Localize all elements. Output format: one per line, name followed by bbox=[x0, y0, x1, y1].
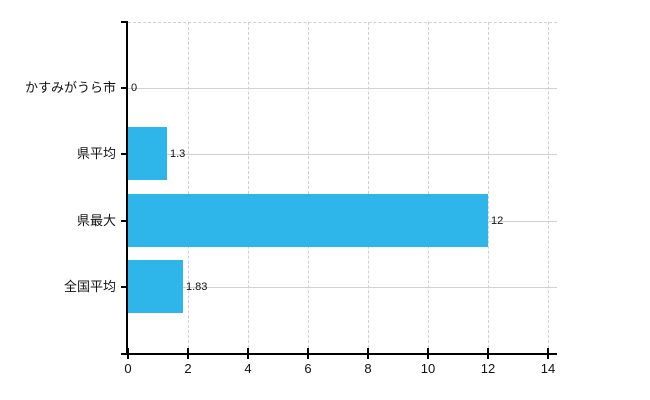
y-axis-tick bbox=[121, 87, 128, 89]
x-axis-tick bbox=[427, 348, 429, 359]
x-axis-tick-label: 6 bbox=[304, 361, 312, 376]
bar bbox=[128, 260, 183, 313]
x-axis-line bbox=[121, 353, 557, 355]
bar-value-label: 1.83 bbox=[186, 281, 208, 293]
vertical-gridline bbox=[368, 22, 369, 353]
x-axis-tick bbox=[547, 348, 549, 359]
y-axis-tick bbox=[121, 286, 128, 288]
y-axis-tick bbox=[121, 220, 128, 222]
category-label: 県平均 bbox=[76, 146, 116, 161]
bar bbox=[128, 194, 488, 247]
plot-top-border bbox=[128, 22, 557, 23]
y-axis-line bbox=[126, 22, 128, 355]
x-axis-tick bbox=[367, 348, 369, 359]
category-label: かすみがうら市 bbox=[24, 80, 116, 95]
vertical-gridline bbox=[488, 22, 489, 353]
vertical-gridline bbox=[428, 22, 429, 353]
horizontal-gridline bbox=[128, 287, 557, 288]
bar-value-label: 0 bbox=[131, 82, 138, 94]
horizontal-gridline bbox=[128, 154, 557, 155]
x-axis-tick-label: 2 bbox=[184, 361, 192, 376]
x-axis-tick-label: 8 bbox=[364, 361, 372, 376]
y-axis-tick bbox=[121, 153, 128, 155]
x-axis-tick bbox=[127, 348, 129, 359]
x-axis-tick-label: 0 bbox=[124, 361, 132, 376]
vertical-gridline bbox=[188, 22, 189, 353]
category-label: 県最大 bbox=[76, 213, 116, 228]
x-axis-tick bbox=[307, 348, 309, 359]
x-axis-tick bbox=[247, 348, 249, 359]
y-axis-tick bbox=[121, 21, 128, 23]
vertical-gridline bbox=[248, 22, 249, 353]
bar bbox=[128, 127, 167, 180]
horizontal-gridline bbox=[128, 88, 557, 89]
x-axis-tick-label: 4 bbox=[244, 361, 252, 376]
vertical-gridline bbox=[308, 22, 309, 353]
x-axis-tick-label: 12 bbox=[480, 361, 496, 376]
bar-value-label: 1.3 bbox=[170, 148, 186, 160]
x-axis-tick bbox=[187, 348, 189, 359]
x-axis-tick-label: 14 bbox=[540, 361, 556, 376]
category-label: 全国平均 bbox=[63, 279, 116, 294]
x-axis-tick-label: 10 bbox=[420, 361, 436, 376]
x-axis-tick bbox=[487, 348, 489, 359]
bar-value-label: 12 bbox=[491, 215, 504, 227]
vertical-gridline bbox=[548, 22, 549, 353]
